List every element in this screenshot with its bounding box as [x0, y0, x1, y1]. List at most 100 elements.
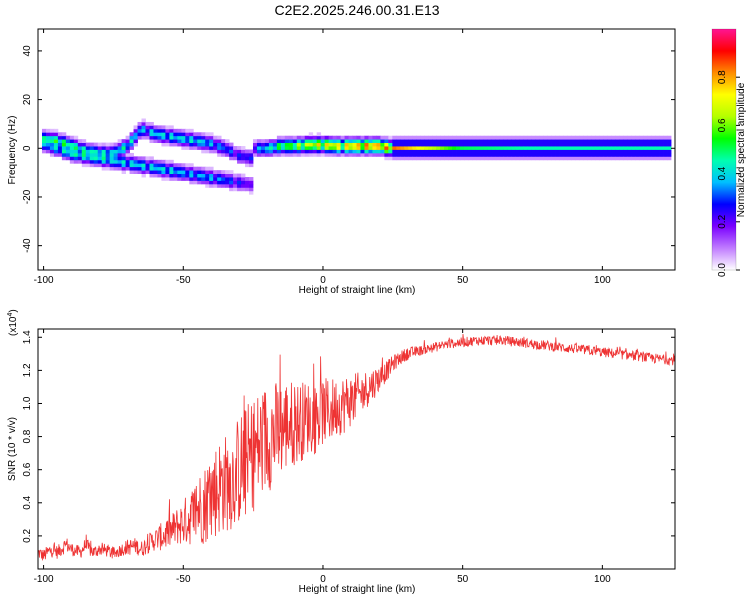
spectrogram-cell [129, 170, 134, 174]
spectrogram-cell [607, 135, 612, 140]
spectrogram-cell [364, 142, 369, 147]
snr-x-tick-label: -50 [176, 574, 191, 585]
spectrogram-cell [165, 159, 170, 164]
spectrogram-cell [177, 135, 182, 140]
spectrogram-cell [304, 139, 310, 144]
spectrogram-cell [348, 149, 353, 154]
spectrogram-cell [189, 166, 194, 171]
spectrogram-cell [503, 149, 509, 154]
spectrogram-cell [380, 142, 385, 147]
spectrogram-cell [611, 135, 616, 140]
spectrogram-cell [316, 146, 322, 150]
spectrogram-cell [471, 135, 477, 140]
spectrogram-cell [523, 142, 529, 147]
spectrogram-cell [503, 139, 509, 144]
spectrogram-cell [587, 142, 592, 147]
spectrogram-cell [189, 173, 194, 178]
spectrogram-cell [352, 142, 357, 147]
spectrogram-cell [603, 142, 608, 147]
spectrogram-cell [523, 152, 529, 157]
spectrogram-cell [571, 142, 576, 147]
spectrogram-cell [141, 118, 146, 123]
spectrogram-cell [396, 139, 401, 144]
spectrogram-cell [563, 139, 568, 144]
spectrogram-cell [659, 156, 664, 161]
spectrogram-cell [499, 149, 505, 154]
spectrogram-cell [113, 156, 119, 161]
spectrogram-cell [237, 152, 242, 157]
spectrogram-cell [456, 139, 461, 144]
spectrogram-cell [336, 135, 341, 140]
spectrogram-cell [105, 146, 111, 150]
spectrogram-cell [69, 156, 75, 161]
spectrogram-cell [631, 135, 636, 140]
spectrogram-cell [571, 149, 576, 154]
spectrogram-cell [85, 156, 91, 161]
spectrogram-cell [245, 156, 250, 161]
spectrogram-cell [523, 146, 529, 150]
spectrogram-cell [503, 135, 509, 140]
spectrogram-cell [69, 139, 75, 144]
spectrogram-cell [591, 149, 596, 154]
spectrogram-cell [185, 146, 190, 150]
spectrogram-cell [308, 149, 314, 154]
spectrogram-cell [53, 139, 59, 144]
spectrogram-cell [125, 149, 130, 154]
spectrogram-cell [288, 152, 294, 157]
spectrogram-cell [495, 142, 501, 147]
spectrogram-cell [249, 180, 254, 185]
spectrogram-cell [348, 135, 353, 140]
spectrogram-cell [559, 149, 564, 154]
spectrogram-cell [161, 128, 166, 133]
spectrogram-cell [137, 163, 142, 168]
spectrogram-cell [483, 139, 489, 144]
spectrogram-cell [400, 152, 405, 157]
spectrogram-cell [113, 152, 119, 157]
spectrogram-cell [416, 149, 421, 154]
spectrogram-cell [631, 149, 636, 154]
spectrogram-cell [296, 139, 302, 144]
spectrogram-cell [225, 170, 230, 174]
spectrogram-cell [292, 149, 298, 154]
spectrogram-cell [181, 163, 186, 168]
spectrogram-cell [627, 135, 632, 140]
spectrogram-cell [237, 156, 242, 161]
spectrogram-cell [312, 152, 318, 157]
spectrogram-cell [225, 180, 230, 185]
spectrogram-cell [456, 149, 461, 154]
spectrogram-cell [448, 142, 453, 147]
spectrogram-cell [571, 135, 576, 140]
spectrogram-cell [364, 152, 369, 157]
spectrogram-cell [65, 139, 71, 144]
spectrogram-cell [412, 139, 417, 144]
spectrogram-cell [539, 146, 545, 150]
spectrogram-cell [551, 156, 556, 161]
spectrogram-cell [392, 142, 397, 147]
spectrogram-cell [623, 142, 628, 147]
spectrogram-cell [571, 152, 576, 157]
spectrogram-cell [376, 142, 381, 147]
spectrogram-cell [89, 149, 95, 154]
spectrogram-cell [396, 149, 401, 154]
spectrogram-cell [328, 149, 334, 154]
spectrogram-cell [471, 146, 477, 150]
spectrogram-cell [567, 146, 572, 150]
spectrogram-cell [631, 146, 636, 150]
spectrogram-cell [292, 146, 298, 150]
spectrogram-cell [643, 149, 648, 154]
spectrogram-cell [368, 149, 373, 154]
spectrogram-cell [607, 152, 612, 157]
spectrogram-cell [444, 149, 449, 154]
spectrogram-cell [109, 149, 115, 154]
spectrogram-cell [181, 146, 186, 150]
spectrogram-cell [129, 166, 134, 171]
spectrogram-cell [157, 125, 162, 130]
spectrogram-cell [615, 135, 620, 140]
spectrogram-cell [81, 163, 87, 168]
spectrogram-cell [169, 166, 174, 171]
spectrogram-cell [109, 146, 115, 150]
spectrogram-cell [97, 146, 103, 150]
spectrogram-cell [197, 146, 202, 150]
spectrogram-cell [101, 149, 107, 154]
spectrogram-cell [153, 170, 158, 174]
